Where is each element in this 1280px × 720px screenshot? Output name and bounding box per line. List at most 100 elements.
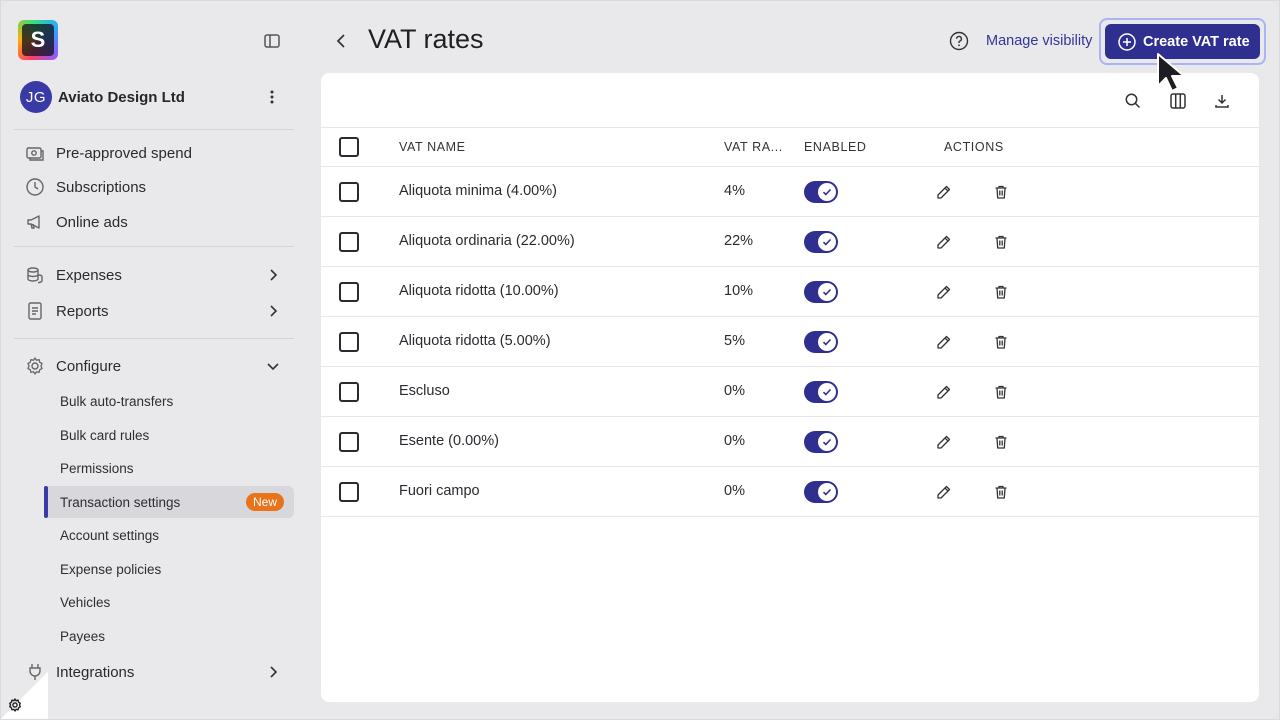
row-checkbox[interactable] (339, 182, 359, 202)
trash-icon[interactable] (991, 482, 1011, 502)
sidebar-item-bulk-card-rules[interactable]: Bulk card rules (44, 419, 294, 451)
manage-visibility-link[interactable]: Manage visibility (986, 33, 1093, 49)
coins-icon (24, 264, 46, 286)
trash-icon[interactable] (991, 182, 1011, 202)
divider (14, 129, 294, 130)
org-switcher[interactable]: JG Aviato Design Ltd (20, 81, 290, 113)
enabled-toggle[interactable] (804, 281, 838, 303)
sidebar-item-payees[interactable]: Payees (44, 620, 294, 652)
sidebar-toggle-icon[interactable] (262, 31, 282, 51)
column-header-vat-name[interactable]: VAT NAME (399, 140, 466, 154)
row-checkbox[interactable] (339, 282, 359, 302)
chevron-right-icon (264, 266, 282, 284)
table-row[interactable]: Esente (0.00%) 0% (321, 417, 1259, 467)
sidebar-item-reports[interactable]: Reports (14, 294, 294, 328)
vat-rate: 0% (724, 433, 745, 449)
back-button[interactable] (332, 31, 352, 51)
report-icon (24, 300, 46, 322)
gear-icon (24, 355, 46, 377)
sidebar-item-label: Vehicles (60, 594, 111, 610)
sidebar-item-label: Online ads (56, 213, 128, 231)
chevron-right-icon (264, 302, 282, 320)
row-checkbox[interactable] (339, 432, 359, 452)
sidebar-item-label: Account settings (60, 527, 160, 543)
row-checkbox[interactable] (339, 332, 359, 352)
edit-icon[interactable] (934, 182, 954, 202)
help-icon[interactable] (949, 31, 969, 51)
row-checkbox[interactable] (339, 232, 359, 252)
vat-name: Esente (0.00%) (399, 433, 499, 449)
edit-icon[interactable] (934, 282, 954, 302)
select-all-checkbox[interactable] (339, 137, 359, 157)
trash-icon[interactable] (991, 232, 1011, 252)
enabled-toggle[interactable] (804, 481, 838, 503)
table-row[interactable]: Aliquota ordinaria (22.00%) 22% (321, 217, 1259, 267)
money-icon (24, 142, 46, 164)
download-icon[interactable] (1211, 90, 1233, 112)
check-icon (822, 338, 832, 346)
row-checkbox[interactable] (339, 482, 359, 502)
trash-icon[interactable] (991, 282, 1011, 302)
sidebar-item-integrations[interactable]: Integrations (14, 655, 294, 689)
sidebar-item-online-ads[interactable]: Online ads (14, 205, 294, 239)
sidebar-item-label: Bulk card rules (60, 427, 150, 443)
sidebar-item-configure[interactable]: Configure (14, 349, 294, 383)
edit-icon[interactable] (934, 432, 954, 452)
table-row[interactable]: Aliquota minima (4.00%) 4% (321, 167, 1259, 217)
trash-icon[interactable] (991, 382, 1011, 402)
sidebar-item-permissions[interactable]: Permissions (44, 452, 294, 484)
table-row[interactable]: Fuori campo 0% (321, 467, 1259, 517)
sidebar-item-expense-policies[interactable]: Expense policies (44, 553, 294, 585)
sidebar-item-transaction-settings[interactable]: Transaction settings New (44, 486, 294, 518)
plug-icon (24, 661, 46, 683)
trash-icon[interactable] (991, 332, 1011, 352)
enabled-toggle[interactable] (804, 231, 838, 253)
table-row[interactable]: Aliquota ridotta (5.00%) 5% (321, 317, 1259, 367)
sidebar-item-expenses[interactable]: Expenses (14, 258, 294, 292)
check-icon (822, 288, 832, 296)
chevron-down-icon (264, 357, 282, 375)
column-header-vat-rate[interactable]: VAT RA... (724, 140, 783, 154)
vat-rate: 10% (724, 283, 754, 299)
check-icon (822, 438, 832, 446)
vat-rate: 4% (724, 183, 745, 199)
create-button-label: Create VAT rate (1143, 33, 1250, 50)
edit-icon[interactable] (934, 332, 954, 352)
enabled-toggle[interactable] (804, 331, 838, 353)
table-row[interactable]: Escluso 0% (321, 367, 1259, 417)
sidebar-item-account-settings[interactable]: Account settings (44, 519, 294, 551)
edit-icon[interactable] (934, 232, 954, 252)
more-vertical-icon[interactable] (264, 87, 280, 107)
sidebar-item-label: Pre-approved spend (56, 144, 192, 162)
trash-icon[interactable] (991, 432, 1011, 452)
page-title: VAT rates (368, 24, 484, 54)
create-vat-rate-button[interactable]: Create VAT rate (1105, 24, 1260, 59)
vat-name: Aliquota ridotta (10.00%) (399, 283, 559, 299)
enabled-toggle[interactable] (804, 181, 838, 203)
columns-icon[interactable] (1167, 90, 1189, 112)
settings-corner[interactable] (0, 672, 48, 720)
sidebar-item-pre-approved-spend[interactable]: Pre-approved spend (14, 136, 294, 170)
sidebar-item-label: Payees (60, 628, 106, 644)
table-row[interactable]: Aliquota ridotta (10.00%) 10% (321, 267, 1259, 317)
sidebar-item-vehicles[interactable]: Vehicles (44, 586, 294, 618)
create-button-focus-ring: Create VAT rate (1099, 18, 1266, 65)
row-checkbox[interactable] (339, 382, 359, 402)
sidebar-item-bulk-auto-transfers[interactable]: Bulk auto-transfers (44, 385, 294, 417)
sidebar-item-subscriptions[interactable]: Subscriptions (14, 170, 294, 204)
chevron-left-icon (336, 34, 345, 48)
vat-name: Fuori campo (399, 483, 480, 499)
vat-name: Aliquota ridotta (5.00%) (399, 333, 551, 349)
plus-circle-icon (1117, 32, 1137, 52)
gear-icon (9, 698, 21, 712)
column-header-enabled[interactable]: ENABLED (804, 140, 867, 154)
sidebar-item-label: Expense policies (60, 561, 162, 577)
sidebar-item-label: Subscriptions (56, 178, 147, 196)
vat-rate: 5% (724, 333, 745, 349)
app-logo[interactable]: S (18, 20, 58, 60)
enabled-toggle[interactable] (804, 431, 838, 453)
edit-icon[interactable] (934, 382, 954, 402)
enabled-toggle[interactable] (804, 381, 838, 403)
search-icon[interactable] (1122, 90, 1144, 112)
edit-icon[interactable] (934, 482, 954, 502)
